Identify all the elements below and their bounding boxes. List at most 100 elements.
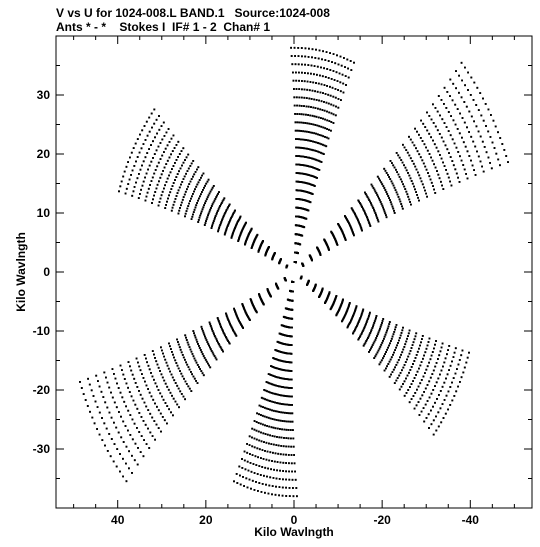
uv-point: [245, 477, 248, 480]
uv-point: [154, 382, 157, 385]
uv-point: [277, 359, 280, 361]
uv-point: [304, 122, 307, 124]
uv-point: [202, 331, 205, 334]
uv-point: [111, 396, 114, 399]
uv-point: [256, 412, 258, 415]
uv-point: [411, 160, 414, 162]
uv-point: [461, 79, 463, 82]
uv-point: [344, 239, 347, 241]
uv-point: [248, 478, 251, 481]
uv-point: [438, 177, 441, 180]
uv-point: [467, 89, 469, 91]
uv-point: [108, 386, 111, 389]
uv-point: [241, 325, 243, 327]
uv-point: [450, 115, 452, 117]
uv-point: [156, 405, 158, 408]
uv-point: [275, 376, 278, 378]
uv-point: [311, 193, 314, 195]
uv-point: [313, 185, 316, 187]
uv-point: [327, 77, 330, 79]
uv-point: [368, 222, 371, 224]
uv-point: [332, 53, 335, 55]
uv-point: [343, 234, 345, 237]
uv-point: [401, 180, 403, 183]
uv-point: [281, 377, 284, 380]
uv-point: [184, 358, 186, 361]
uv-point: [317, 116, 320, 119]
uv-point: [153, 378, 155, 381]
uv-point: [460, 159, 463, 162]
uv-point: [260, 431, 262, 434]
uv-point: [288, 378, 290, 381]
uv-point: [404, 166, 407, 169]
uv-point: [285, 495, 288, 497]
uv-point: [320, 66, 322, 69]
uv-point: [464, 66, 466, 69]
uv-point: [265, 381, 268, 383]
uv-point: [257, 490, 259, 492]
uv-point: [235, 334, 238, 337]
uv-point: [482, 119, 485, 122]
uv-point: [388, 197, 390, 199]
uv-point: [368, 199, 371, 201]
uv-point: [311, 56, 313, 59]
uv-point: [228, 341, 230, 344]
uv-point: [276, 469, 278, 472]
uv-point: [127, 361, 130, 363]
uv-point: [298, 104, 301, 107]
uv-point: [307, 209, 310, 212]
uv-point: [295, 172, 298, 174]
uv-point: [247, 469, 250, 472]
uv-point: [316, 159, 319, 162]
uv-point: [254, 455, 257, 458]
uv-point: [417, 196, 419, 199]
uv-point: [246, 451, 249, 454]
uv-point: [367, 219, 369, 221]
uv-point: [177, 367, 180, 370]
uv-point: [232, 330, 235, 332]
uv-point: [183, 377, 185, 380]
uv-point: [317, 159, 320, 162]
uv-point: [373, 210, 376, 213]
uv-point: [284, 369, 287, 372]
uv-point: [201, 329, 204, 332]
uv-point: [289, 395, 292, 398]
uv-point: [148, 447, 151, 449]
uv-point: [199, 349, 202, 351]
uv-point: [475, 125, 478, 128]
uv-point: [429, 178, 432, 181]
uv-point: [389, 199, 391, 201]
uv-point: [392, 164, 395, 167]
uv-point: [142, 420, 145, 422]
uv-point: [300, 105, 303, 107]
uv-point: [179, 390, 182, 393]
uv-point: [314, 124, 317, 126]
uv-point: [262, 406, 264, 408]
uv-point: [307, 191, 310, 194]
uv-point: [461, 136, 463, 139]
uv-point: [437, 150, 440, 153]
uv-point: [220, 327, 223, 330]
uv-point: [323, 84, 326, 86]
uv-point: [310, 123, 313, 125]
uv-point: [262, 432, 265, 435]
uv-point: [260, 457, 262, 459]
uv-point: [157, 366, 160, 369]
uv-point: [270, 374, 273, 376]
uv-point: [295, 261, 297, 264]
uv-point: [131, 373, 134, 376]
uv-point: [386, 193, 389, 195]
uv-point: [138, 365, 141, 368]
uv-point: [285, 437, 288, 439]
uv-point: [337, 106, 340, 109]
uv-point: [290, 454, 293, 456]
uv-point: [277, 419, 280, 422]
uv-point: [371, 205, 374, 208]
uv-point: [305, 156, 308, 158]
uv-point: [301, 80, 303, 82]
uv-point: [167, 388, 170, 391]
uv-point: [350, 228, 353, 231]
uv-point: [306, 182, 309, 185]
uv-point: [337, 89, 339, 91]
uv-point: [316, 177, 318, 179]
